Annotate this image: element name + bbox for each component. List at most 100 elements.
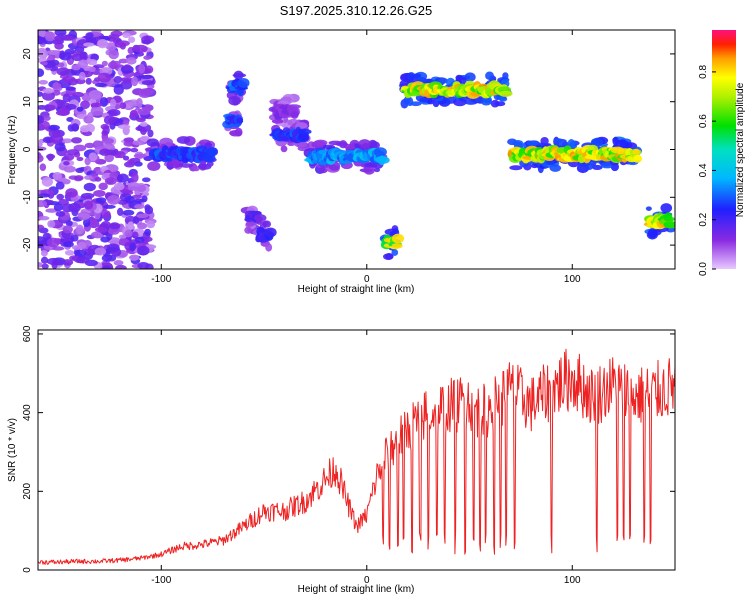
colorbar-tick-label: 0.4 (698, 163, 709, 177)
spectrogram-cell (313, 139, 328, 146)
spectrogram-cell (136, 117, 146, 123)
spectrogram-cell (358, 139, 371, 148)
spectrogram-cell (647, 228, 658, 239)
spectrogram-cell (72, 91, 85, 98)
spectrogram-cell (71, 123, 80, 132)
spectrogram-cell (97, 38, 109, 49)
spectrogram-cell (71, 53, 84, 62)
spectrogram-cell (94, 247, 107, 256)
spectrogram-cell (95, 197, 107, 204)
spectrogram-cell (122, 209, 135, 216)
spectrogram-cell (116, 207, 124, 217)
spectrogram-cell (526, 140, 539, 146)
snr-x-axis-label: Height of straight line (km) (298, 584, 415, 595)
spectrogram-cell (298, 128, 312, 135)
spectrogram-cell (63, 153, 75, 161)
spectrogram-cell (119, 42, 126, 50)
spectrogram-cell (62, 225, 73, 234)
spectrogram-cell (391, 248, 399, 256)
spectrogram-cell (113, 76, 123, 84)
spectrogram-cell (38, 30, 46, 38)
spectrogram-cell (498, 90, 513, 97)
spectrogram-cell (403, 96, 411, 105)
spectrogram-cell (118, 234, 127, 239)
x-tick-label: -100 (151, 274, 171, 285)
spectrogram-cell (59, 52, 72, 61)
spectrogram-cell (384, 228, 398, 235)
spectrogram-cell (40, 249, 48, 257)
spectrogram-cell (38, 91, 44, 97)
spectrogram-cell (265, 243, 273, 252)
spectrogram-cell (114, 104, 121, 110)
spectrogram-cell (391, 243, 403, 249)
snr-frame (37, 329, 676, 571)
spectrogram-cell (46, 49, 60, 55)
spectrogram-cell (41, 61, 48, 66)
snr-panel: -100 0 100 0 200 400 600 Height of straight l… (7, 325, 676, 595)
spectrogram-cell (47, 153, 54, 162)
spectrogram-cell (63, 241, 74, 248)
spectrogram-cell (38, 236, 46, 245)
spectrogram-cell (141, 39, 152, 45)
spectrogram-cell (245, 221, 255, 227)
spectrogram-cell (75, 167, 84, 174)
spectrogram-cell (140, 127, 147, 136)
spectrogram-cell (86, 36, 97, 43)
spectrogram-cell (108, 49, 119, 60)
spectrogram-cell (512, 139, 524, 147)
spectrogram-cell (117, 124, 131, 129)
spectrogram-cell (136, 98, 143, 108)
spectrogram-cell (108, 33, 120, 40)
spectrogram-cell (540, 136, 549, 145)
spectrogram-cell (38, 193, 51, 198)
spectrogram-cell (56, 67, 70, 76)
spectrogram-cell (65, 220, 73, 227)
spectrogram-cell (63, 161, 70, 166)
spectrogram-cell (502, 72, 509, 80)
spectrogram-cell (102, 204, 116, 209)
spectrogram-cell (129, 254, 140, 261)
spectrogram-cell (287, 104, 302, 109)
spectrogram-cell (137, 222, 148, 230)
spectrogram-cell (262, 220, 272, 228)
spectrogram-cell (129, 242, 136, 252)
spectrogram-cell (50, 133, 64, 144)
spectrogram-cell (104, 149, 119, 156)
spectrogram-cell (122, 32, 131, 39)
spectrogram-cell (237, 77, 250, 88)
spectrogram-cell (76, 156, 84, 162)
spectrogram-cell (147, 129, 154, 138)
spectrogram-cell (105, 42, 117, 51)
spectrogram-cell (126, 57, 137, 65)
spectrogram-cell (427, 99, 434, 105)
spectrogram-cell (41, 91, 55, 101)
spectrogram-cell (663, 216, 675, 222)
spectrogram-cell (109, 222, 121, 230)
spectrogram-cell (90, 106, 104, 117)
spectrogram-cell (71, 64, 81, 71)
colorbar-ticks: 0.0 0.2 0.4 0.6 0.8 (698, 64, 716, 276)
y-tick-label: -10 (22, 190, 33, 205)
spectrogram-cell (140, 88, 155, 95)
spectrogram-cell (75, 256, 90, 264)
spectrogram-cell (137, 261, 150, 269)
spectrogram-cell (134, 237, 145, 244)
spectrogram-cell (77, 211, 91, 221)
spectrogram-cell (38, 224, 45, 230)
spectrogram-cell (66, 149, 80, 156)
spectrogram-cell (127, 159, 135, 165)
spectrogram-cell (84, 175, 93, 180)
spectrogram-cell (89, 217, 98, 226)
spectrogram-cell (80, 100, 91, 110)
spectrogram-cell (62, 93, 71, 103)
spectrogram-cell (38, 215, 50, 221)
spectrogram-cell (138, 63, 146, 74)
spectrogram-cell (322, 144, 336, 150)
spectrogram-cell (85, 77, 92, 85)
spectrogram-cell (65, 188, 78, 198)
x-tick-label: 100 (564, 575, 581, 586)
spectrogram-cell (131, 76, 139, 87)
spectrogram-cell (82, 42, 95, 47)
spectrogram-cell (101, 137, 114, 145)
